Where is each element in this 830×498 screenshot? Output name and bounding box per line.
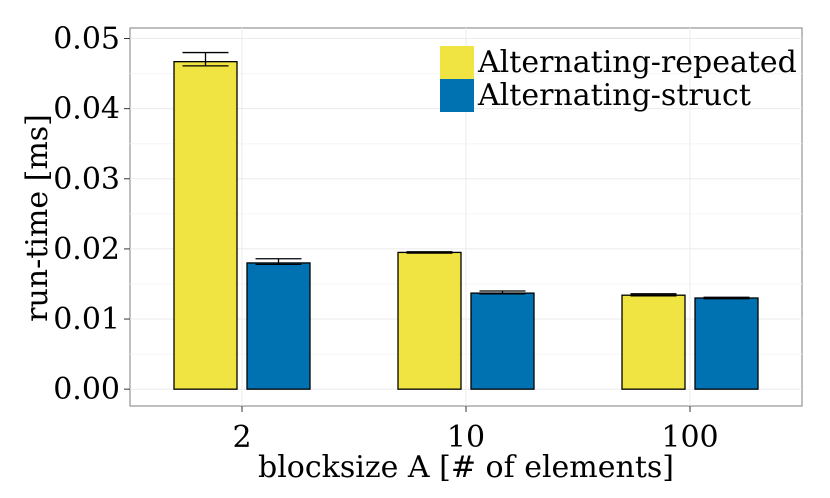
error-bar (479, 290, 526, 295)
legend-swatch (440, 46, 474, 79)
bar-alternating-struct-10 (470, 292, 535, 390)
error-bars (182, 51, 750, 300)
y-tick-label: 0.01 (53, 302, 120, 337)
x-axis: 2 10 100 (232, 406, 719, 455)
x-tick-label: 100 (661, 420, 718, 455)
bar-alternating-repeated-2 (173, 61, 238, 390)
legend-label: Alternating-repeated (477, 45, 797, 80)
x-tick-label: 10 (447, 420, 485, 455)
bar-alternating-repeated-10 (397, 251, 462, 390)
error-bar (182, 51, 229, 67)
y-tick-label: 0.05 (53, 22, 120, 57)
y-tick-label: 0.02 (53, 232, 120, 267)
x-tick-label: 2 (232, 420, 251, 455)
legend-swatch (440, 79, 474, 112)
error-bar (703, 296, 750, 300)
y-axis-label: run-time [ms] (20, 114, 55, 322)
y-axis: 0.00 0.01 0.02 0.03 0.04 0.05 (53, 22, 130, 407)
legend-label: Alternating-struct (477, 78, 751, 113)
bars (173, 61, 759, 390)
bar-alternating-struct-2 (246, 262, 311, 390)
bar-alternating-struct-100 (694, 297, 759, 390)
x-axis-label: blocksize A [# of elements] (258, 450, 674, 485)
y-tick-label: 0.00 (53, 372, 120, 407)
y-tick-label: 0.03 (53, 162, 120, 197)
error-bar (406, 251, 453, 254)
bar-alternating-repeated-100 (621, 294, 686, 390)
error-bar (630, 293, 677, 297)
error-bar (255, 258, 302, 265)
y-tick-label: 0.04 (53, 92, 120, 127)
